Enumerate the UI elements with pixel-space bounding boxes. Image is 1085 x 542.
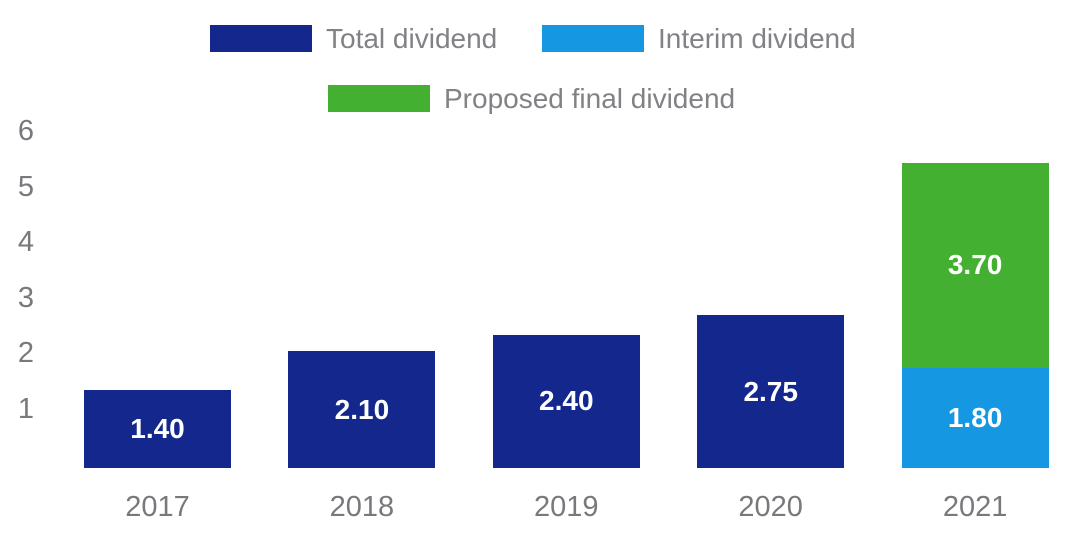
- y-axis-tick-2: 2: [17, 337, 35, 369]
- legend-swatch-interim-dividend: [542, 25, 644, 52]
- y-axis-tick-5: 5: [17, 170, 35, 203]
- x-axis-label-2021: 2021: [942, 491, 1008, 523]
- x-axis-label-2020: 2020: [738, 491, 803, 523]
- bar-value-label-total-dividend-2019: 2.40: [539, 385, 594, 417]
- legend-label-proposed-final-dividend: Proposed final dividend: [444, 83, 736, 114]
- bar-segment-interim-dividend-2021: 1.80: [901, 368, 1049, 468]
- y-axis-tick-4: 4: [17, 226, 35, 258]
- bar-segment-total-dividend-2017: 1.40: [84, 390, 231, 468]
- legend-label-interim-dividend: Interim dividend: [658, 23, 856, 54]
- legend-item-total-dividend: Total dividend: [210, 23, 498, 54]
- y-axis-tick-3: 3: [17, 281, 35, 314]
- y-axis-tick-1: 1: [17, 392, 35, 425]
- legend-label-total-dividend: Total dividend: [326, 23, 498, 54]
- bar-value-label-total-dividend-2017: 1.40: [130, 413, 185, 445]
- legend-item-proposed-final-dividend: Proposed final dividend: [328, 83, 736, 114]
- bar-segment-total-dividend-2018: 2.10: [288, 351, 436, 468]
- bar-segment-proposed-final-dividend-2021: 3.70: [901, 162, 1049, 369]
- bar-segment-total-dividend-2019: 2.40: [492, 334, 640, 468]
- bar-segment-total-dividend-2020: 2.75: [697, 315, 845, 468]
- x-axis-label-2018: 2018: [329, 491, 395, 523]
- legend-item-interim-dividend: Interim dividend: [542, 23, 856, 54]
- y-axis-tick-6: 6: [17, 115, 35, 147]
- x-axis-label-2017: 2017: [125, 491, 190, 523]
- bar-value-label-total-dividend-2020: 2.75: [743, 375, 798, 407]
- bar-value-label-total-dividend-2018: 2.10: [334, 393, 390, 425]
- bar-value-label-proposed-final-dividend-2021: 3.70: [947, 249, 1003, 281]
- x-axis-label-2019: 2019: [534, 491, 599, 523]
- bar-value-label-interim-dividend-2021: 1.80: [947, 402, 1003, 434]
- legend-swatch-proposed-final-dividend: [328, 85, 430, 112]
- legend-swatch-total-dividend: [210, 25, 312, 52]
